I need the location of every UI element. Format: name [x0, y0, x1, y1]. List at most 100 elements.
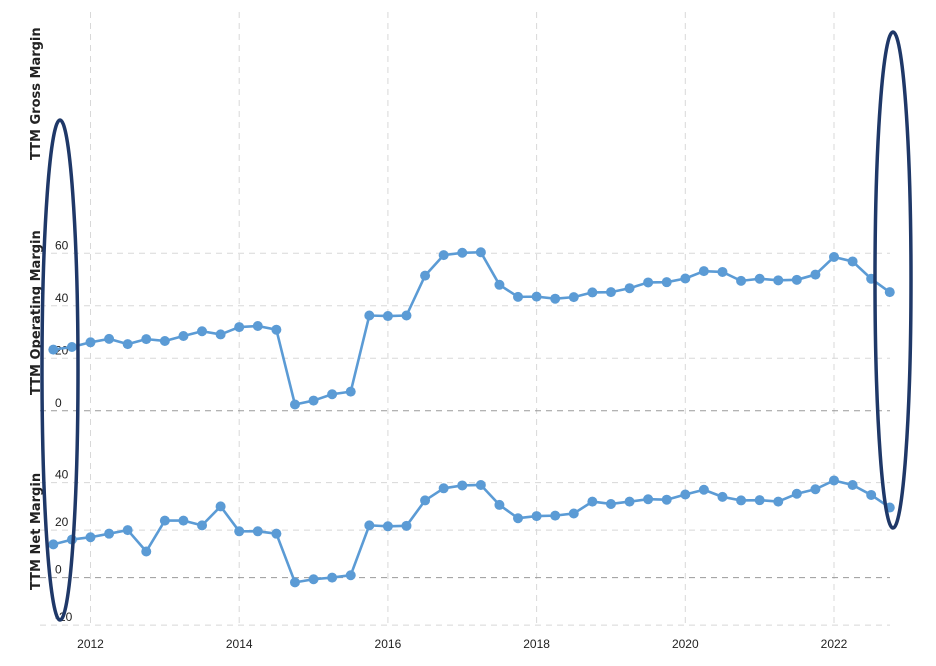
x-tick-label: 2020 [672, 637, 699, 651]
y-tick-label: 40 [55, 291, 69, 305]
data-point [122, 339, 133, 350]
data-point [494, 499, 505, 510]
left-highlight-ellipse [40, 118, 80, 622]
data-point [364, 310, 375, 321]
data-point [773, 275, 784, 286]
axis-labels: TTM Gross Margin TTM Operating Margin TTM … [29, 27, 44, 590]
data-point [680, 489, 691, 500]
data-point [271, 324, 282, 335]
data-point [197, 520, 208, 531]
data-point [791, 274, 802, 285]
data-point [773, 496, 784, 507]
y-axis-label: TTM Gross Margin [29, 27, 44, 160]
data-point [605, 287, 616, 298]
data-point [289, 577, 300, 588]
data-point [754, 495, 765, 506]
data-point [215, 329, 226, 340]
data-point [327, 572, 338, 583]
data-point [66, 342, 77, 353]
right-highlight-ellipse [873, 30, 913, 530]
y-tick-label: 40 [55, 468, 69, 482]
data-point [568, 292, 579, 303]
data-point [159, 515, 170, 526]
data-point [717, 491, 728, 502]
data-point [624, 496, 635, 507]
data-point [382, 521, 393, 532]
data-point [829, 251, 839, 262]
data-point [345, 570, 356, 581]
data-point [698, 484, 709, 495]
data-point [624, 283, 635, 294]
data-point [513, 291, 524, 302]
data-point [141, 334, 152, 345]
data-point [104, 333, 115, 344]
data-point [420, 270, 431, 281]
data-point [717, 266, 728, 277]
data-point [736, 275, 747, 286]
data-point [550, 510, 561, 521]
y-tick-label: 20 [55, 515, 69, 529]
data-point [810, 484, 821, 495]
data-point [531, 511, 542, 522]
data-point [234, 526, 245, 537]
data-point [643, 494, 654, 505]
data-point [475, 479, 486, 490]
data-point [475, 247, 486, 258]
data-point [457, 480, 468, 491]
data-point [252, 526, 263, 537]
data-point [178, 330, 189, 341]
data-point [327, 389, 338, 400]
x-tick-label: 2014 [226, 637, 253, 651]
data-point [643, 277, 654, 288]
data-point [568, 508, 579, 519]
y-axis-label: TTM Operating Margin [29, 230, 44, 395]
data-point [85, 532, 96, 543]
series-line [53, 250, 891, 406]
data-point [48, 539, 59, 550]
data-point [810, 269, 821, 280]
data-point [661, 277, 672, 288]
y-tick-label: 0 [55, 563, 62, 577]
data-point [866, 489, 877, 500]
y-axis-label: TTM Net Margin [29, 473, 44, 590]
data-point [531, 291, 542, 302]
x-tick-label: 2012 [77, 637, 104, 651]
data-point [289, 399, 300, 410]
x-tick-label: 2022 [821, 637, 848, 651]
data-point [884, 287, 895, 298]
data-point [308, 574, 319, 585]
data-point [215, 501, 226, 512]
data-point [754, 273, 765, 284]
data-point [48, 344, 59, 355]
data-point [438, 250, 449, 261]
data-point [605, 498, 616, 509]
data-point [457, 247, 468, 258]
data-point [252, 321, 263, 332]
series [48, 247, 895, 588]
highlight-ovals [40, 30, 913, 622]
data-point [364, 520, 375, 531]
data-point [847, 256, 858, 267]
data-point [234, 322, 245, 333]
y-tick-label: 60 [55, 238, 69, 252]
data-point [680, 273, 691, 284]
data-point [494, 279, 505, 290]
data-point [308, 395, 319, 406]
data-point [661, 494, 672, 505]
data-point [178, 515, 189, 526]
tick-labels: 5060700204060-20020402012201420162018202… [55, 238, 848, 651]
data-point [550, 293, 561, 304]
data-point [587, 496, 598, 507]
y-tick-label: 0 [55, 396, 62, 410]
data-point [159, 335, 170, 346]
data-point [271, 528, 282, 539]
data-point [197, 326, 208, 337]
x-tick-label: 2016 [375, 637, 402, 651]
data-point [85, 337, 96, 348]
data-point [382, 311, 393, 322]
data-point [829, 475, 839, 486]
data-point [736, 495, 747, 506]
data-point [401, 520, 412, 531]
data-point [122, 525, 133, 536]
